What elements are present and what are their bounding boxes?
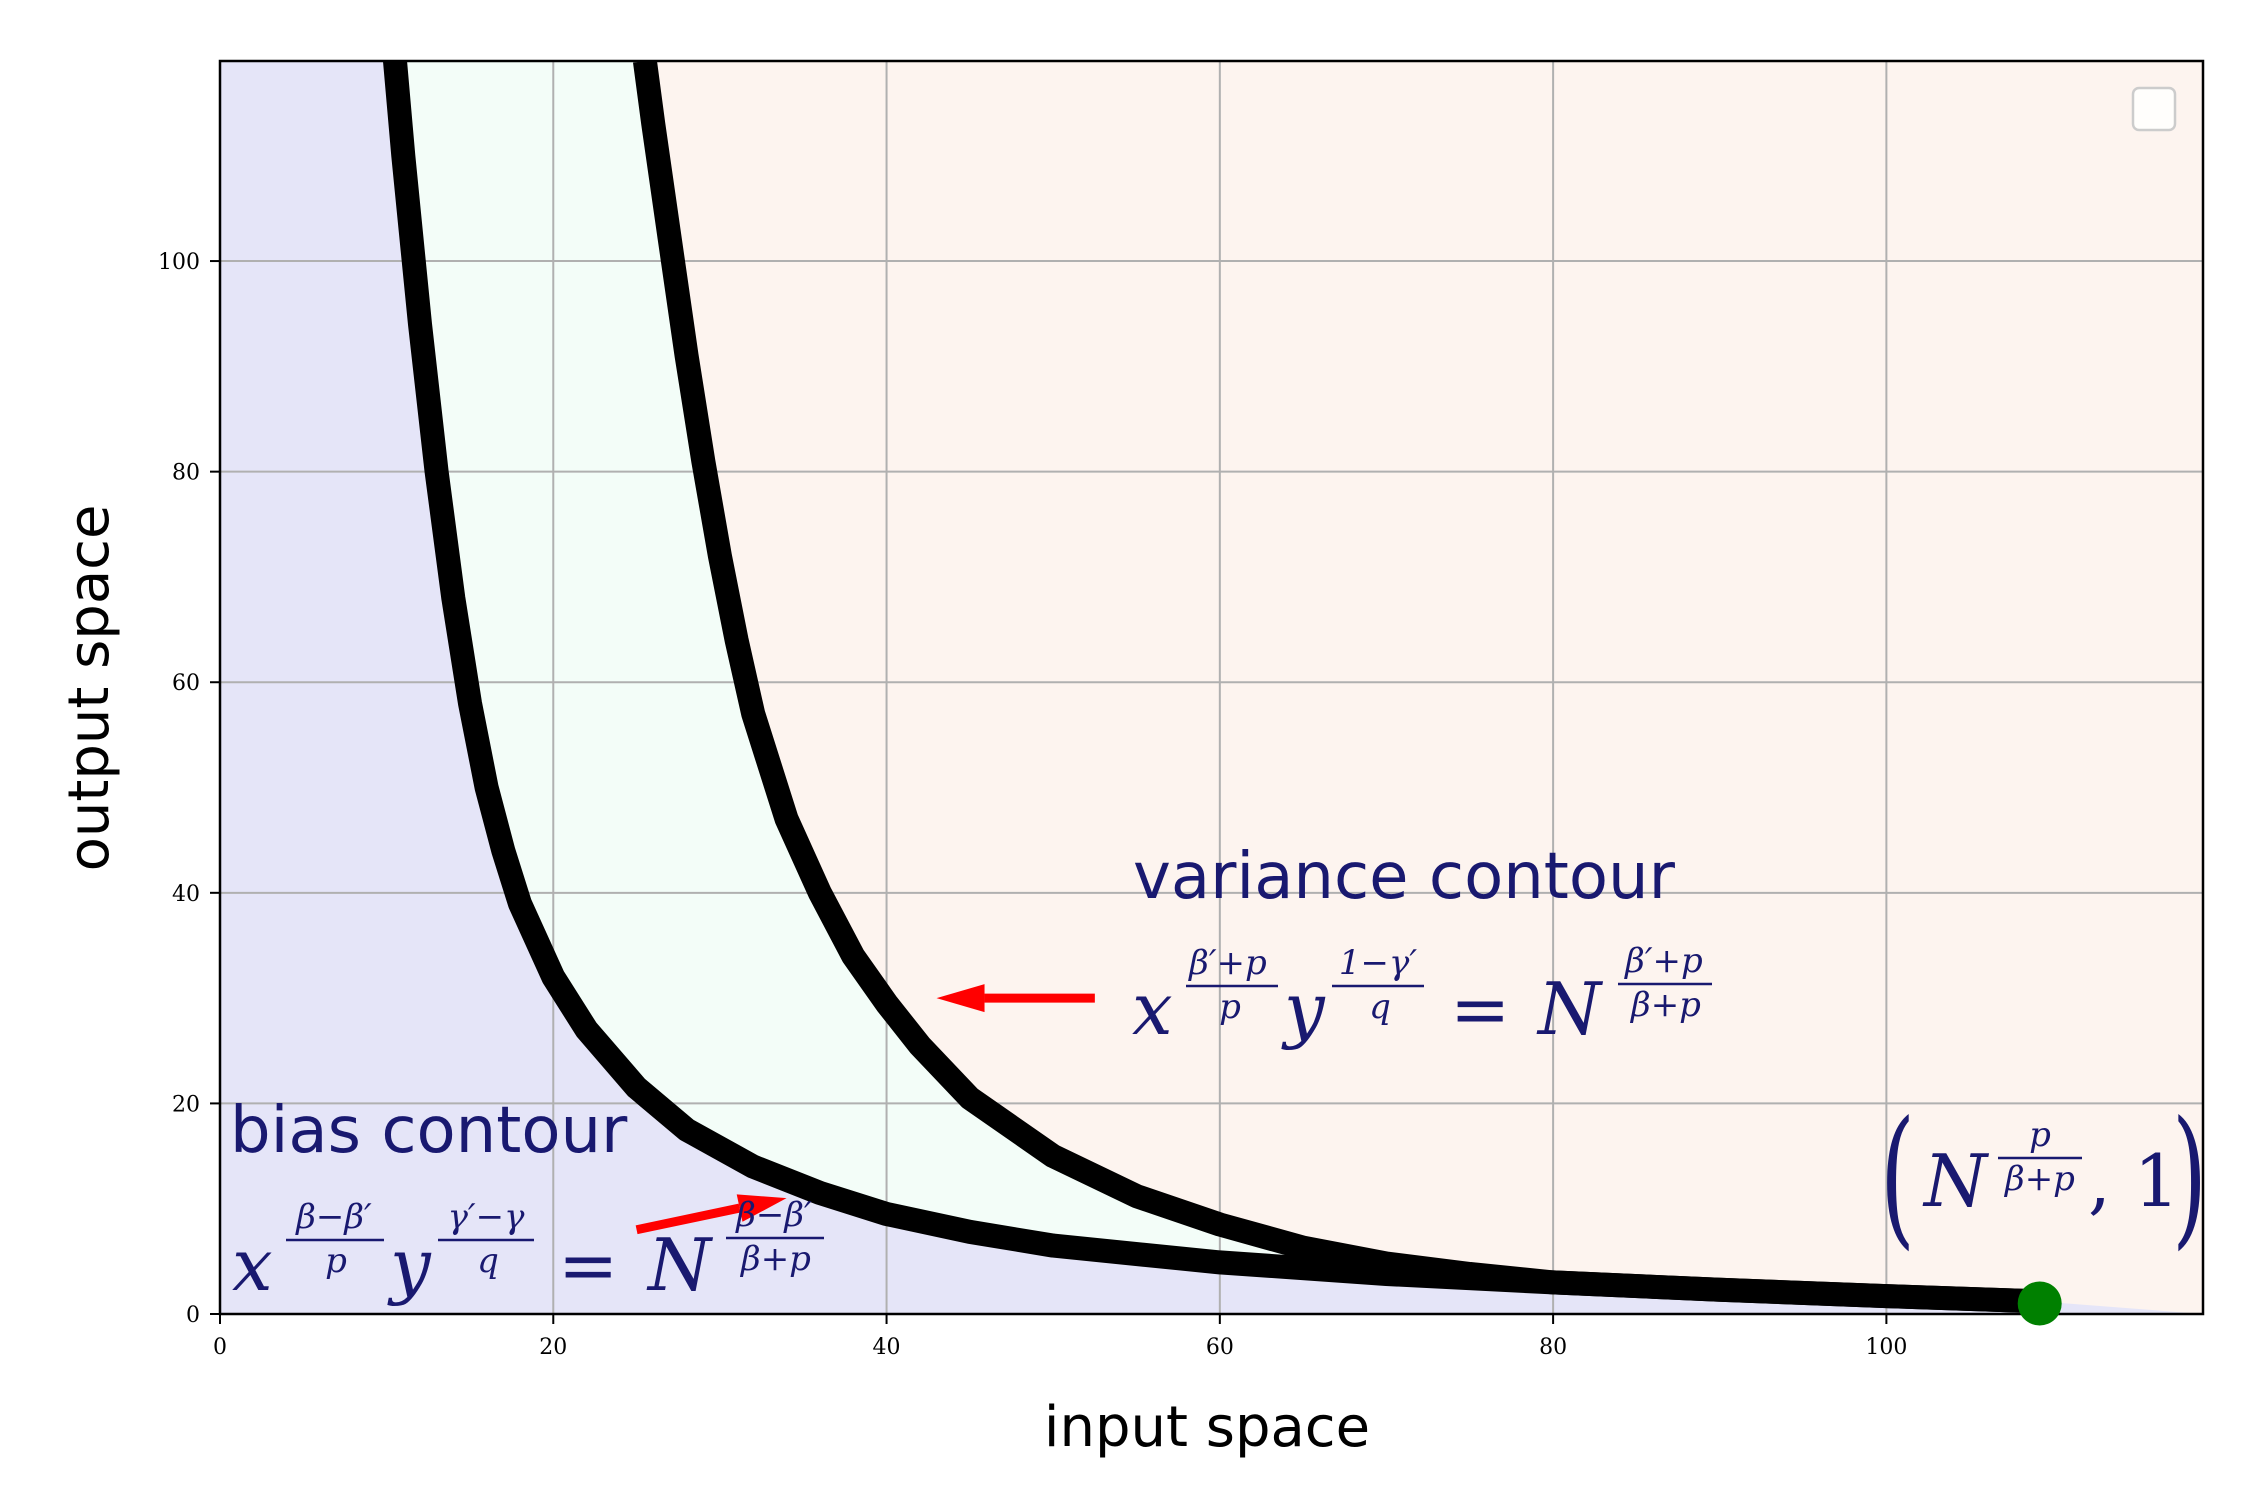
y-tick-label: 80 — [172, 461, 200, 486]
grid — [220, 61, 2203, 1314]
variance-eq-base-n: N — [1536, 967, 1604, 1051]
point-label-exp-den: β+p — [2003, 1159, 2075, 1199]
x-axis-label: input space — [1044, 1395, 1370, 1460]
x-ticks: 0 20 40 60 80 100 — [213, 1314, 1907, 1360]
legend-box — [2131, 86, 2177, 132]
x-tick-label: 40 — [873, 1335, 901, 1360]
bias-contour-title: bias contour — [230, 1094, 628, 1168]
bias-eq-equals: = — [558, 1223, 618, 1307]
bias-eq-exp2-den: q — [477, 1241, 499, 1281]
x-tick-label: 20 — [539, 1335, 567, 1360]
point-label-rest: , 1 — [2088, 1139, 2180, 1223]
bias-eq-exp1-den: p — [325, 1241, 347, 1281]
y-tick-label: 40 — [172, 882, 200, 907]
point-label-exp-num: p — [2029, 1115, 2051, 1155]
variance-eq-exp1-den: p — [1219, 987, 1241, 1027]
point-label-close-paren: ) — [2172, 1090, 2207, 1265]
contours — [383, 61, 2041, 1314]
variance-equation: x β′+p p y 1−γ′ q = N β′+p β+p — [1132, 941, 1712, 1051]
bias-equation: x β−β′ p y γ′−γ q = N β−β′ β+p — [232, 1195, 824, 1307]
x-tick-label: 0 — [213, 1335, 227, 1360]
plot-regions — [220, 61, 2203, 1314]
variance-arrow-head — [936, 984, 985, 1013]
arrows — [635, 984, 1095, 1235]
variance-eq-base-y: y — [1281, 967, 1326, 1051]
highlighted-point — [2017, 1281, 2062, 1326]
x-tick-label: 80 — [1539, 1335, 1567, 1360]
point-label-base-n: N — [1922, 1139, 1990, 1223]
point-annotation: ( N p β+p , 1 ) — [1880, 1090, 2207, 1265]
variance-contour-title: variance contour — [1133, 840, 1676, 914]
variance-contour-line — [633, 61, 2041, 1314]
bias-arrow-shaft — [635, 1203, 741, 1235]
bias-eq-exp3-num: β−β′ — [734, 1195, 812, 1235]
variance-eq-exp2-den: q — [1369, 987, 1391, 1027]
variance-eq-exp3-den: β+p — [1629, 985, 1701, 1025]
bias-annotation: bias contour x β−β′ p y γ′−γ q = N β−β′ … — [230, 1094, 824, 1307]
bias-eq-base-y: y — [387, 1223, 432, 1307]
axes-frame — [218, 59, 2205, 1316]
x-tick-label: 60 — [1206, 1335, 1234, 1360]
bias-eq-base-x: x — [232, 1223, 273, 1307]
bias-arrow-head — [736, 1194, 787, 1222]
variance-annotation: variance contour x β′+p p y 1−γ′ q = N β… — [1132, 840, 1712, 1051]
variance-eq-equals: = — [1450, 967, 1510, 1051]
variance-eq-exp3-num: β′+p — [1623, 941, 1703, 981]
variance-eq-exp1-num: β′+p — [1187, 943, 1267, 983]
band-region — [395, 61, 2040, 1302]
variance-eq-exp2-num: 1−γ′ — [1339, 943, 1417, 983]
bias-eq-exp2-num: γ′−γ — [448, 1197, 526, 1237]
y-axis-label: output space — [57, 505, 122, 872]
point-label-open-paren: ( — [1880, 1090, 1915, 1265]
bias-eq-exp3-den: β+p — [739, 1239, 811, 1279]
y-tick-label: 60 — [172, 671, 200, 696]
bias-eq-base-n: N — [646, 1223, 714, 1307]
x-tick-label: 100 — [1865, 1335, 1907, 1360]
variance-eq-base-x: x — [1132, 967, 1173, 1051]
bias-region — [220, 61, 2203, 1314]
y-tick-label: 100 — [158, 250, 200, 275]
y-tick-label: 20 — [172, 1092, 200, 1117]
bias-eq-exp1-num: β−β′ — [294, 1197, 372, 1237]
y-tick-label: 0 — [186, 1303, 200, 1328]
y-ticks: 0 20 40 60 80 100 — [158, 250, 220, 1328]
